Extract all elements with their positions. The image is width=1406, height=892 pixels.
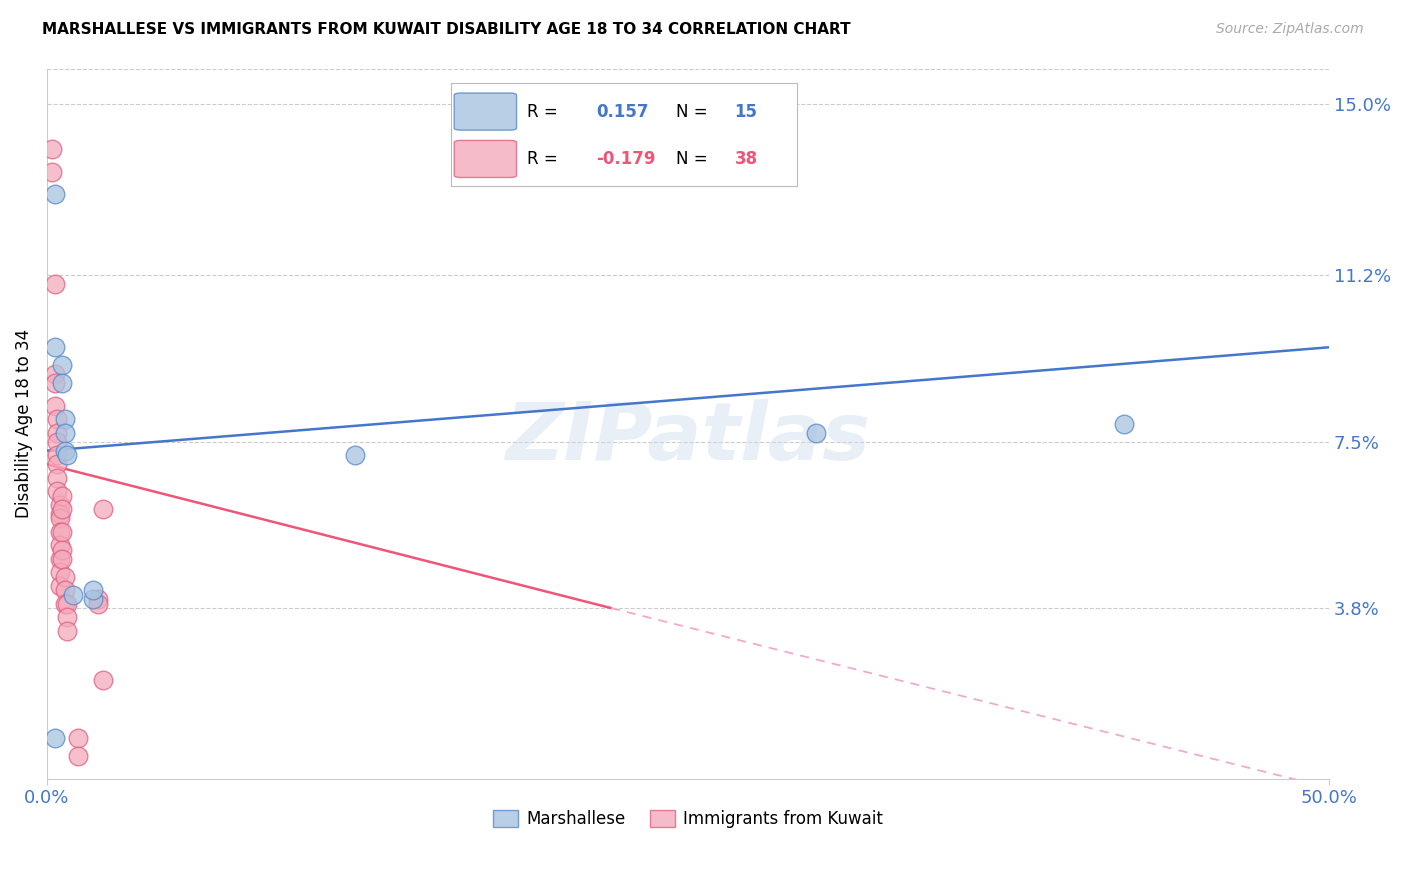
Point (53, 425, 76, 440)
Point (56, 624, 79, 638)
Point (62, 588, 84, 602)
Point (53, 583, 76, 598)
Point (41, 165, 63, 179)
Point (46, 448, 69, 462)
Point (41, 143, 63, 157)
Point (87, 597, 110, 611)
Point (56, 610, 79, 624)
Point (46, 484, 69, 499)
Point (51, 502, 73, 516)
Point (343, 448, 366, 462)
Point (87, 592, 110, 607)
Point (46, 412, 69, 426)
Point (51, 358, 73, 372)
Point (44, 376, 66, 391)
Point (82, 583, 104, 598)
Point (46, 457, 69, 471)
Point (46, 425, 69, 440)
Text: Source: ZipAtlas.com: Source: ZipAtlas.com (1216, 22, 1364, 37)
Point (51, 551, 73, 566)
Point (48, 538, 70, 552)
Point (44, 187, 66, 202)
Point (1112, 417, 1135, 431)
Point (51, 376, 73, 391)
Point (48, 578, 70, 592)
Point (53, 569, 76, 583)
Y-axis label: Disability Age 18 to 34: Disability Age 18 to 34 (15, 329, 32, 518)
Point (51, 524, 73, 539)
Point (51, 542, 73, 557)
Text: ZIPatlas: ZIPatlas (505, 399, 870, 477)
Point (48, 511, 70, 525)
Text: MARSHALLESE VS IMMIGRANTS FROM KUWAIT DISABILITY AGE 18 TO 34 CORRELATION CHART: MARSHALLESE VS IMMIGRANTS FROM KUWAIT DI… (42, 22, 851, 37)
Point (91, 502, 114, 516)
Legend: Marshallese, Immigrants from Kuwait: Marshallese, Immigrants from Kuwait (486, 803, 890, 835)
Point (66, 731, 89, 746)
Point (804, 425, 827, 440)
Point (46, 471, 69, 485)
Point (56, 597, 79, 611)
Point (48, 551, 70, 566)
Point (82, 592, 104, 607)
Point (46, 434, 69, 449)
Point (53, 597, 76, 611)
Point (53, 443, 76, 458)
Point (44, 277, 66, 292)
Point (44, 368, 66, 382)
Point (91, 673, 114, 687)
Point (48, 498, 70, 512)
Point (48, 524, 70, 539)
Point (51, 489, 73, 503)
Point (66, 749, 89, 764)
Point (56, 448, 79, 462)
Point (44, 340, 66, 354)
Point (44, 731, 66, 746)
Point (48, 507, 70, 521)
Point (44, 399, 66, 413)
Point (48, 565, 70, 579)
Point (53, 412, 76, 426)
